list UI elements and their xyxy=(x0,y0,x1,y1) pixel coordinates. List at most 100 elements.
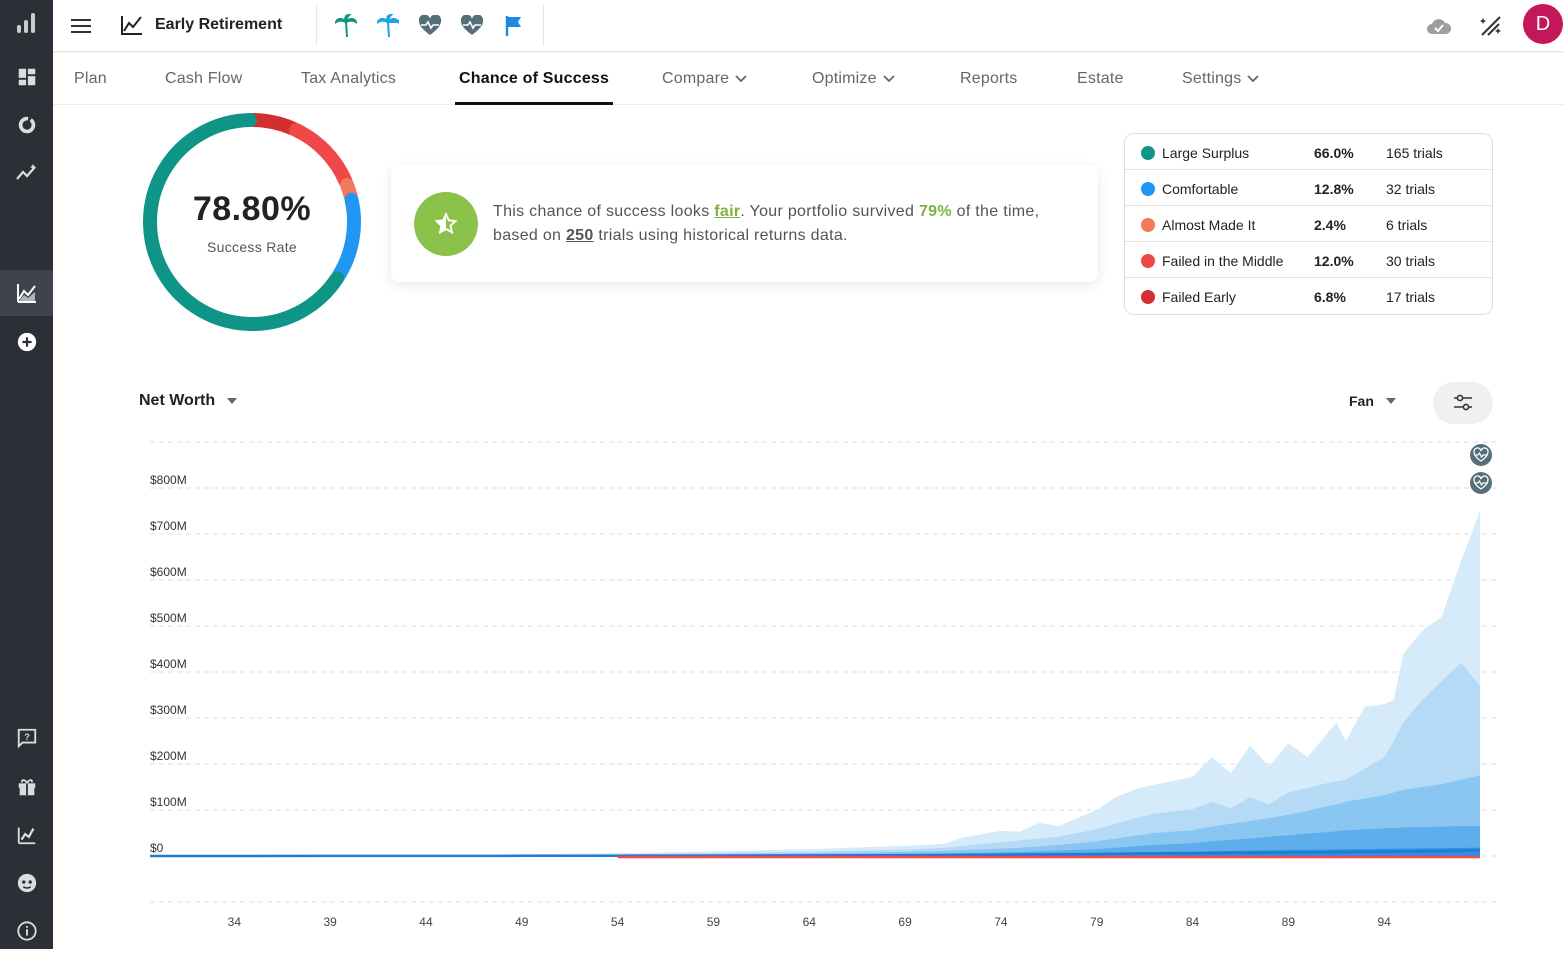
heart-pulse-icon[interactable] xyxy=(416,12,444,40)
x-tick-label: 44 xyxy=(419,915,433,929)
tab-tax-analytics[interactable]: Tax Analytics xyxy=(301,53,396,105)
x-tick-label: 59 xyxy=(707,915,721,929)
x-tick-label: 34 xyxy=(228,915,242,929)
top-bar: Early Retirement D xyxy=(53,0,1564,52)
tab-reports[interactable]: Reports xyxy=(960,53,1017,105)
tab-optimize[interactable]: Optimize xyxy=(812,53,895,105)
assessment-card: This chance of success looks fair. Your … xyxy=(391,165,1098,282)
success-rate-label: Success Rate xyxy=(207,239,297,255)
message-text: of the time, based on xyxy=(493,203,1040,244)
donut-center: 78.80% Success Rate xyxy=(137,190,367,255)
tab-label: Optimize xyxy=(812,70,877,87)
tab-settings[interactable]: Settings xyxy=(1182,53,1260,105)
x-tick-label: 79 xyxy=(1090,915,1104,929)
y-tick-label: $0 xyxy=(150,841,164,855)
x-tick-label: 49 xyxy=(515,915,529,929)
y-tick-label: $800M xyxy=(150,473,187,487)
trials-link[interactable]: 250 xyxy=(565,227,594,244)
heart-pulse-icon[interactable] xyxy=(458,12,486,40)
add-circle-icon[interactable] xyxy=(0,319,53,365)
palm-tree-icon[interactable] xyxy=(374,12,402,40)
legend-percent: 66.0% xyxy=(1314,145,1354,161)
y-tick-label: $400M xyxy=(150,657,187,671)
legend-name: Failed Early xyxy=(1162,289,1236,305)
legend-dot xyxy=(1141,146,1155,160)
caret-down-icon xyxy=(1385,398,1396,404)
sidebar: ? xyxy=(0,0,53,949)
tab-label: Estate xyxy=(1077,70,1124,87)
caret-down-icon xyxy=(227,398,238,404)
plan-title[interactable]: Early Retirement xyxy=(121,12,282,38)
legend-row-failed-early[interactable]: Failed Early 6.8% 17 trials xyxy=(1125,278,1492,314)
donut-segment[interactable] xyxy=(289,122,353,189)
donut-segment[interactable] xyxy=(246,113,300,136)
chevron-down-icon xyxy=(735,75,747,83)
view-select[interactable]: Fan xyxy=(1349,393,1396,409)
message-text: trials using historical returns data. xyxy=(593,227,848,244)
tab-estate[interactable]: Estate xyxy=(1077,53,1124,105)
legend-dot xyxy=(1141,218,1155,232)
assessment-badge xyxy=(414,192,478,256)
success-donut-chart xyxy=(143,113,361,331)
tab-label: Compare xyxy=(662,70,730,87)
tab-bar: Plan Cash Flow Tax Analytics Chance of S… xyxy=(53,53,1564,105)
face-icon[interactable] xyxy=(0,860,53,906)
legend-row-almost-made-it[interactable]: Almost Made It 2.4% 6 trials xyxy=(1125,206,1492,242)
avatar[interactable]: D xyxy=(1523,4,1563,44)
tab-label: Chance of Success xyxy=(459,70,610,87)
gift-icon[interactable] xyxy=(0,764,53,810)
cloud-check-icon[interactable] xyxy=(1425,12,1453,40)
x-tick-label: 69 xyxy=(898,915,912,929)
dashboard-icon[interactable] xyxy=(0,54,53,100)
legend-trials: 17 trials xyxy=(1386,289,1436,305)
legend-row-failed-in-the-middle[interactable]: Failed in the Middle 12.0% 30 trials xyxy=(1125,242,1492,278)
metric-select[interactable]: Net Worth xyxy=(139,392,238,410)
metric-select-label: Net Worth xyxy=(139,392,216,409)
chevron-down-icon xyxy=(883,75,895,83)
x-tick-label: 74 xyxy=(994,915,1008,929)
legend-percent: 12.0% xyxy=(1314,253,1354,269)
net-worth-fan-chart: $0 $100M $200M $300M $400M $500M $600M $700M $80… xyxy=(150,441,1500,929)
donut-segment[interactable] xyxy=(332,192,361,282)
flag-icon[interactable] xyxy=(500,12,528,40)
insights-icon[interactable] xyxy=(0,812,53,858)
legend-percent: 2.4% xyxy=(1314,217,1346,233)
y-tick-label: $500M xyxy=(150,611,187,625)
heart-pulse-icon[interactable] xyxy=(1470,472,1492,494)
heart-pulse-icon[interactable] xyxy=(1470,444,1492,466)
legend-percent: 6.8% xyxy=(1314,289,1346,305)
analytics-logo-icon[interactable] xyxy=(0,0,53,46)
menu-icon[interactable] xyxy=(69,14,93,38)
legend-dot xyxy=(1141,254,1155,268)
chart-settings-button[interactable] xyxy=(1433,382,1493,424)
tab-plan[interactable]: Plan xyxy=(74,53,107,105)
fair-link[interactable]: fair xyxy=(714,203,741,220)
magic-off-icon[interactable] xyxy=(1477,12,1505,40)
tab-compare[interactable]: Compare xyxy=(662,53,747,105)
legend-trials: 32 trials xyxy=(1386,181,1436,197)
legend-dot xyxy=(1141,290,1155,304)
y-tick-label: $100M xyxy=(150,795,187,809)
donut-segment[interactable] xyxy=(143,113,345,331)
donut-icon[interactable] xyxy=(0,102,53,148)
fan-band-area xyxy=(150,775,1480,856)
x-tick-label: 84 xyxy=(1186,915,1200,929)
legend-trials: 6 trials xyxy=(1386,217,1428,233)
tab-chance-of-success[interactable]: Chance of Success xyxy=(454,53,614,105)
assessment-message: This chance of success looks fair. Your … xyxy=(493,200,1083,248)
legend-trials: 30 trials xyxy=(1386,253,1436,269)
tab-label: Tax Analytics xyxy=(301,70,397,87)
x-tick-label: 39 xyxy=(323,915,337,929)
y-tick-label: $700M xyxy=(150,519,187,533)
tab-cash-flow[interactable]: Cash Flow xyxy=(165,53,242,105)
area-chart-icon[interactable] xyxy=(0,270,53,316)
y-tick-label: $300M xyxy=(150,703,187,717)
help-chat-icon[interactable]: ? xyxy=(0,715,53,761)
legend-row-large-surplus[interactable]: Large Surplus 66.0% 165 trials xyxy=(1125,134,1492,170)
tab-label: Settings xyxy=(1182,70,1242,87)
trend-icon[interactable] xyxy=(0,150,53,196)
outcome-legend-table: Large Surplus 66.0% 165 trials Comfortab… xyxy=(1124,133,1493,315)
palm-tree-icon[interactable] xyxy=(332,12,360,40)
legend-row-comfortable[interactable]: Comfortable 12.8% 32 trials xyxy=(1125,170,1492,206)
info-icon[interactable] xyxy=(0,908,53,954)
